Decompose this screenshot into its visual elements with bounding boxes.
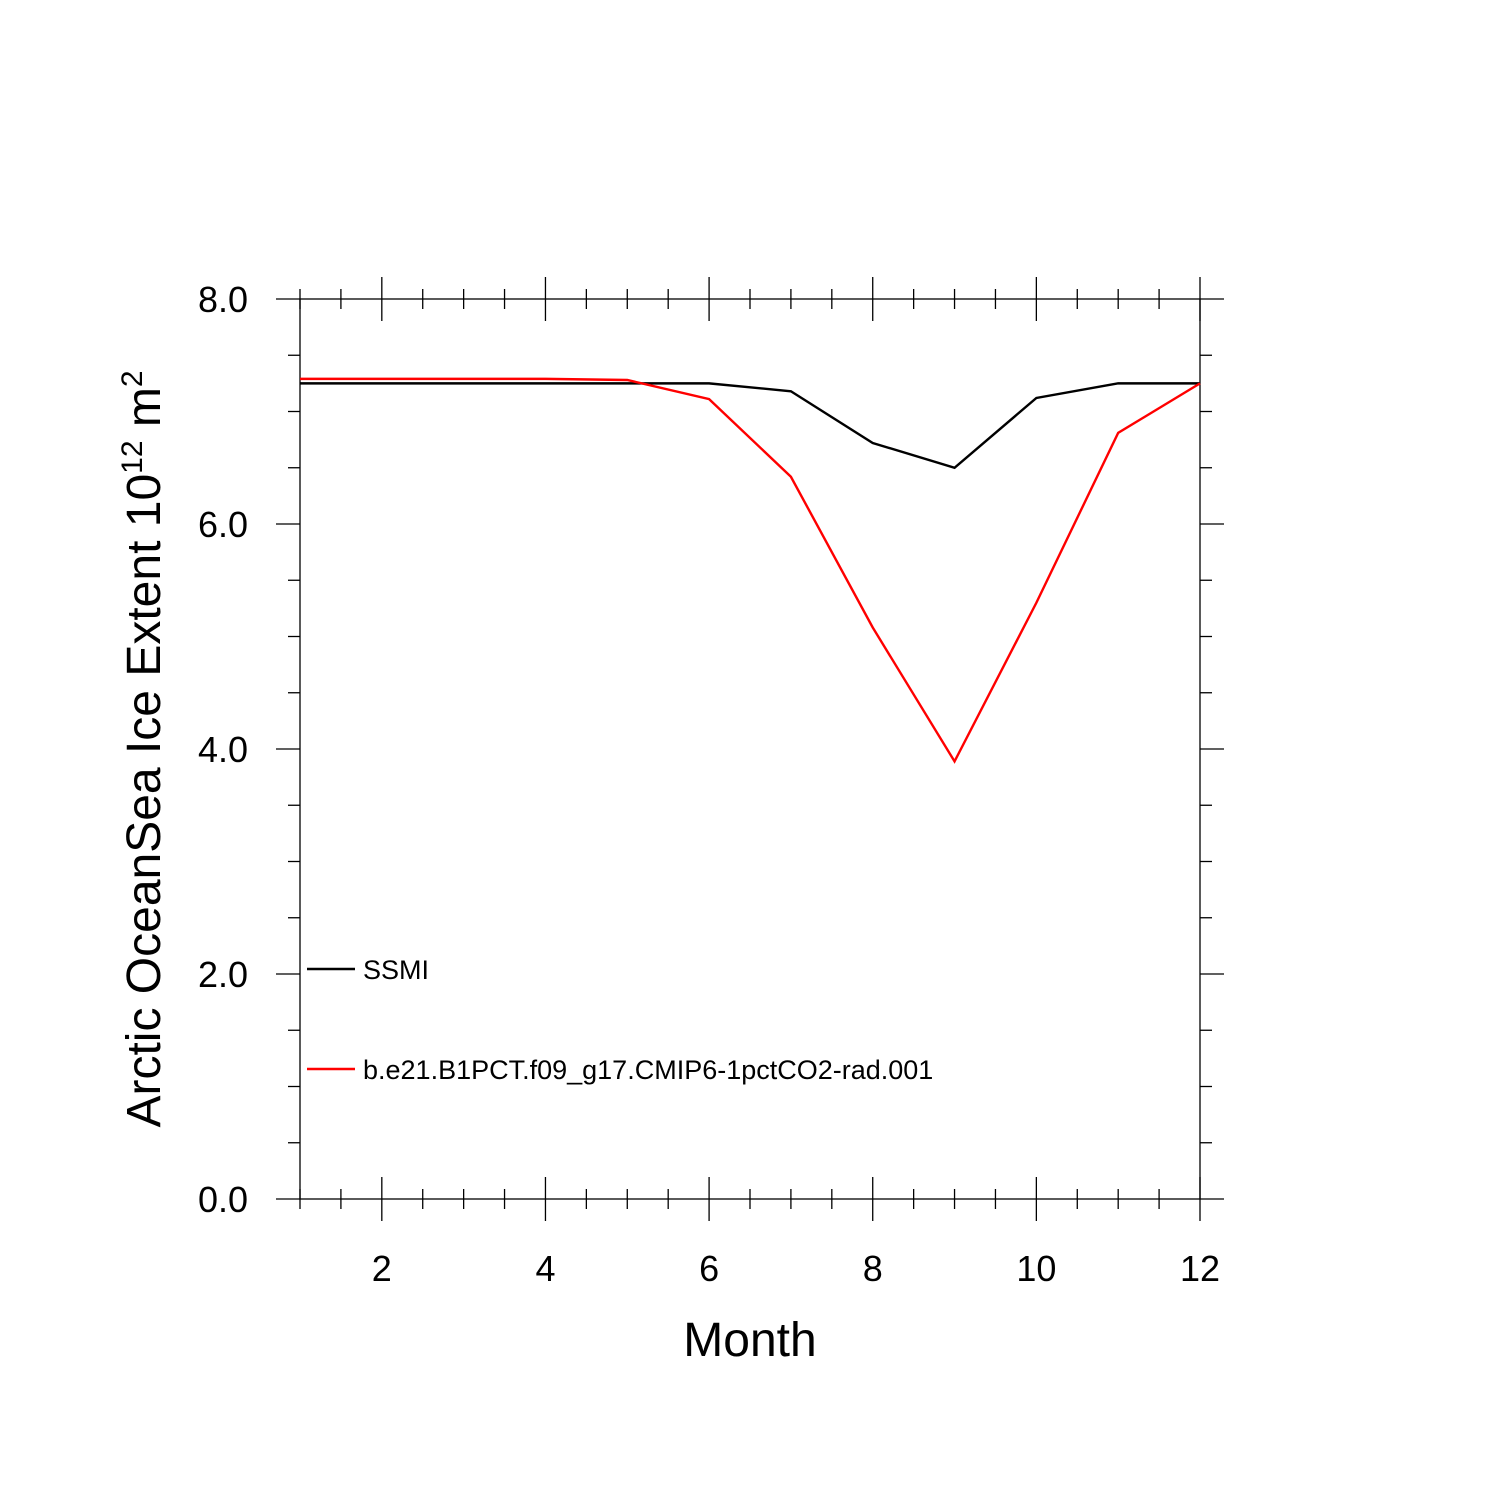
y-axis-title-main: Arctic OceanSea Ice Extent 10 [118,474,171,1128]
series-lines [299,377,1201,764]
y-tick-label: 8.0 [198,279,248,320]
x-axis-title: Month [683,1314,816,1367]
legend-label: SSMI [363,955,429,985]
axis-ticks [276,277,1224,1221]
legend: SSMI b.e21.B1PCT.f09_g17.CMIP6-1pctCO2-ra… [307,955,933,1085]
legend-label: b.e21.B1PCT.f09_g17.CMIP6-1pctCO2-rad.00… [363,1055,933,1085]
series-line-2 [300,377,1201,764]
y-axis-title-superscript-2: 2 [116,370,149,387]
y-tick-label: 0.0 [198,1179,248,1220]
x-tick-label: 2 [372,1248,392,1289]
y-tick-label: 4.0 [198,729,248,770]
x-tick-label: 10 [1016,1248,1056,1289]
y-axis-title-unit: m [118,387,171,440]
y-axis-title-superscript-1: 12 [116,440,149,473]
x-tick-label: 8 [863,1248,883,1289]
y-tick-label: 2.0 [198,954,248,995]
series-line-1 [300,382,1200,470]
tick-labels: 2 4 6 8 10 12 0.0 2.0 4.0 6.0 8.0 [198,279,1220,1289]
y-axis-title: Arctic OceanSea Ice Extent 1012 m2 [116,370,171,1127]
x-tick-label: 6 [699,1248,719,1289]
x-tick-label: 12 [1180,1248,1220,1289]
x-tick-label: 4 [535,1248,555,1289]
y-tick-label: 6.0 [198,504,248,545]
